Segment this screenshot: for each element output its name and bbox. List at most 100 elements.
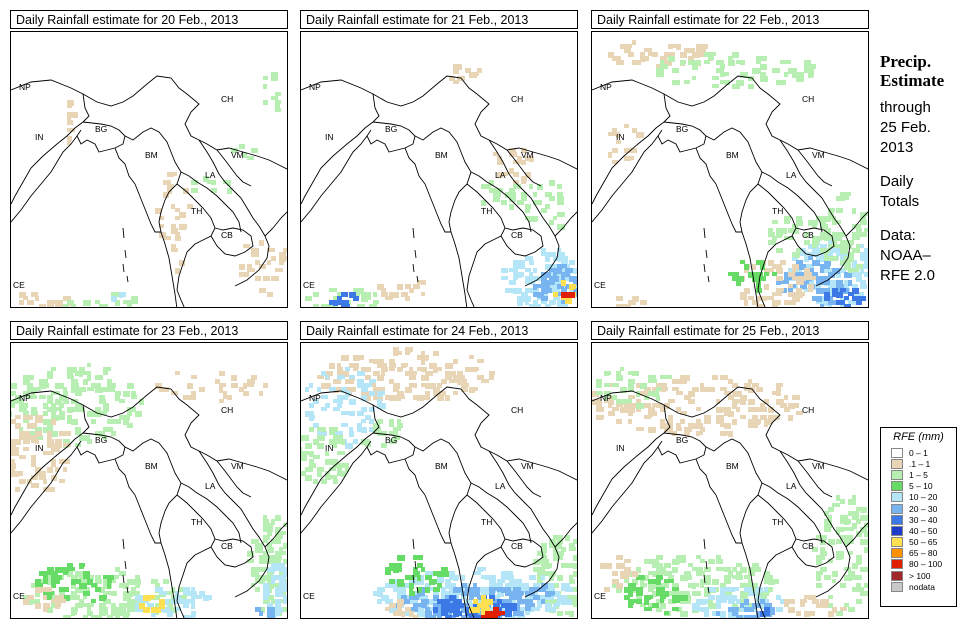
country-label: CB: [511, 541, 523, 551]
country-label: TH: [191, 517, 202, 527]
rainfall-map: NP CH IN BG BM VM LA TH CB CE: [300, 31, 578, 308]
rainfall-map: NP CH IN BG BM VM LA TH CB CE: [591, 342, 869, 619]
rainfall-panel-22-feb: Daily Rainfall estimate for 22 Feb., 201…: [591, 10, 869, 308]
country-label: NP: [309, 393, 321, 403]
country-label: BG: [676, 124, 688, 134]
country-label: IN: [325, 443, 334, 453]
legend-swatch: [891, 570, 903, 581]
totals-line: Daily: [880, 173, 914, 190]
rainfall-panel-25-feb: Daily Rainfall estimate for 25 Feb., 201…: [591, 321, 869, 619]
rainfall-field: [19, 72, 287, 307]
legend-title: RFE (mm): [893, 431, 944, 443]
country-label: BG: [95, 124, 107, 134]
legend-swatch: [891, 458, 903, 469]
rainfall-map: NP CH IN BG BM VM LA TH CB CE: [10, 342, 288, 619]
country-label: CE: [303, 280, 315, 290]
rainfall-field: [11, 363, 287, 618]
legend-entry: 0 – 1: [891, 447, 956, 458]
country-label: NP: [309, 82, 321, 92]
rainfall-panel-20-feb: Daily Rainfall estimate for 20 Feb., 201…: [10, 10, 288, 308]
country-label: CE: [594, 280, 606, 290]
rainfall-panel-21-feb: Daily Rainfall estimate for 21 Feb., 201…: [300, 10, 578, 308]
country-label: TH: [772, 517, 783, 527]
country-borders: [11, 386, 287, 618]
legend-swatch: [891, 548, 903, 559]
rainfall-field: [305, 64, 577, 307]
legend-entry: 50 – 65: [891, 537, 956, 548]
country-label: CB: [802, 541, 814, 551]
country-label: BM: [726, 150, 739, 160]
rainfall-field: [592, 367, 868, 618]
legend-entry: .1 – 1: [891, 458, 956, 469]
country-label: BM: [435, 461, 448, 471]
rainfall-field: [301, 347, 577, 618]
heading-line: Estimate: [880, 71, 945, 90]
panel-title: Daily Rainfall estimate for 25 Feb., 201…: [591, 321, 869, 340]
legend-label: 30 – 40: [909, 514, 938, 525]
legend-entry: 40 – 50: [891, 525, 956, 536]
country-label: CE: [13, 280, 25, 290]
country-label: CE: [303, 591, 315, 601]
country-label: BG: [676, 435, 688, 445]
legend-swatch: [891, 469, 903, 480]
legend-entry: 20 – 30: [891, 503, 956, 514]
country-label: BG: [385, 124, 397, 134]
legend-entry: nodata: [891, 581, 956, 592]
country-label: NP: [19, 82, 31, 92]
rainfall-field: [608, 40, 868, 307]
panel-title: Daily Rainfall estimate for 21 Feb., 201…: [300, 10, 578, 29]
map-canvas: NP CH IN BG BM VM LA TH CB CE: [301, 347, 577, 618]
country-label: TH: [481, 206, 492, 216]
map-canvas: NP CH IN BG BM VM LA TH CB CE: [301, 64, 577, 307]
country-borders: [592, 75, 868, 307]
country-label: CH: [511, 94, 523, 104]
rainfall-map: NP CH IN BG BM VM LA TH CB CE: [591, 31, 869, 308]
source-line: Data:: [880, 227, 916, 244]
country-label: LA: [786, 170, 797, 180]
country-label: VM: [812, 150, 825, 160]
rainfall-map: NP CH IN BG BM VM LA TH CB CE: [300, 342, 578, 619]
country-label: CE: [594, 591, 606, 601]
map-description: Precip. Estimate through 25 Feb. 2013 Da…: [880, 52, 965, 286]
legend-label: 20 – 30: [909, 503, 938, 514]
country-label: CB: [221, 541, 233, 551]
rainfall-panel-24-feb: Daily Rainfall estimate for 24 Feb., 201…: [300, 321, 578, 619]
legend-label: > 100: [909, 570, 931, 581]
country-label: CH: [511, 405, 523, 415]
legend-swatch: [891, 581, 903, 592]
country-label: IN: [35, 132, 44, 142]
map-canvas: NP CH IN BG BM VM LA TH CB CE: [592, 40, 868, 307]
country-label: CE: [13, 591, 25, 601]
country-label: VM: [812, 461, 825, 471]
country-label: IN: [616, 443, 625, 453]
panel-title: Daily Rainfall estimate for 23 Feb., 201…: [10, 321, 288, 340]
country-label: BM: [726, 461, 739, 471]
legend-swatch: [891, 514, 903, 525]
legend-label: nodata: [909, 581, 935, 592]
country-label: LA: [495, 481, 506, 491]
map-canvas: NP CH IN BG BM VM LA TH CB CE: [11, 72, 287, 307]
legend-entry: 1 – 5: [891, 469, 956, 480]
rainfall-map: NP CH IN BG BM VM LA TH CB CE: [10, 31, 288, 308]
country-label: CH: [221, 94, 233, 104]
legend-swatch: [891, 537, 903, 548]
country-label: IN: [616, 132, 625, 142]
legend-label: 10 – 20: [909, 492, 938, 503]
legend-label: 40 – 50: [909, 525, 938, 536]
country-label: LA: [205, 170, 216, 180]
legend-swatch: [891, 447, 903, 458]
map-canvas: NP CH IN BG BM VM LA TH CB CE: [11, 363, 287, 618]
country-borders: [301, 75, 577, 307]
totals-line: Totals: [880, 193, 920, 210]
country-label: VM: [521, 150, 534, 160]
country-label: IN: [325, 132, 334, 142]
legend-swatch: [891, 492, 903, 503]
country-label: NP: [600, 393, 612, 403]
legend-swatch: [891, 481, 903, 492]
country-label: NP: [19, 393, 31, 403]
heading-line: Precip.: [880, 52, 932, 71]
legend-entry: 30 – 40: [891, 514, 956, 525]
country-label: LA: [205, 481, 216, 491]
legend-label: 50 – 65: [909, 537, 938, 548]
legend-entry: 65 – 80: [891, 548, 956, 559]
